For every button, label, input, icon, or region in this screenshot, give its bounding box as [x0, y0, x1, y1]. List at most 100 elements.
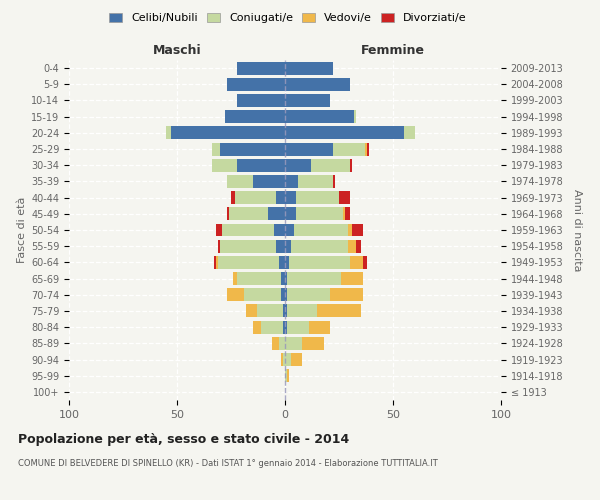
Bar: [339, 191, 350, 204]
Bar: [367, 142, 369, 156]
Bar: [352, 224, 363, 236]
Bar: [253, 175, 285, 188]
Bar: [246, 304, 257, 318]
Y-axis label: Fasce di età: Fasce di età: [17, 197, 27, 263]
Bar: [220, 240, 277, 252]
Bar: [343, 208, 346, 220]
Bar: [277, 191, 285, 204]
Bar: [216, 224, 223, 236]
Bar: [363, 256, 367, 269]
Bar: [274, 224, 285, 236]
Bar: [231, 191, 235, 204]
Bar: [285, 353, 292, 366]
Bar: [347, 224, 352, 236]
Bar: [285, 126, 404, 140]
Bar: [285, 256, 289, 269]
Bar: [309, 320, 331, 334]
Text: Popolazione per età, sesso e stato civile - 2014: Popolazione per età, sesso e stato civil…: [18, 432, 349, 446]
Bar: [332, 142, 365, 156]
Bar: [285, 224, 293, 236]
Bar: [347, 240, 356, 252]
Bar: [238, 159, 285, 172]
Bar: [350, 159, 352, 172]
Bar: [261, 320, 283, 334]
Bar: [212, 142, 220, 156]
Bar: [302, 337, 324, 350]
Bar: [285, 62, 332, 74]
Bar: [311, 159, 350, 172]
Text: COMUNE DI BELVEDERE DI SPINELLO (KR) - Dati ISTAT 1° gennaio 2014 - Elaborazione: COMUNE DI BELVEDERE DI SPINELLO (KR) - D…: [18, 459, 438, 468]
Bar: [272, 337, 278, 350]
Bar: [277, 240, 285, 252]
Bar: [253, 320, 261, 334]
Bar: [317, 304, 361, 318]
Bar: [287, 304, 317, 318]
Bar: [235, 191, 277, 204]
Bar: [287, 272, 341, 285]
Bar: [287, 369, 289, 382]
Bar: [285, 208, 296, 220]
Bar: [287, 288, 331, 301]
Bar: [331, 288, 363, 301]
Bar: [227, 288, 244, 301]
Bar: [238, 62, 285, 74]
Bar: [166, 126, 170, 140]
Bar: [214, 256, 216, 269]
Bar: [332, 175, 335, 188]
Legend: Celibi/Nubili, Coniugati/e, Vedovi/e, Divorziati/e: Celibi/Nubili, Coniugati/e, Vedovi/e, Di…: [105, 8, 471, 28]
Bar: [296, 208, 343, 220]
Bar: [350, 256, 363, 269]
Bar: [227, 175, 253, 188]
Bar: [289, 256, 350, 269]
Bar: [356, 240, 361, 252]
Bar: [224, 110, 285, 123]
Bar: [216, 256, 218, 269]
Bar: [278, 337, 285, 350]
Bar: [238, 272, 281, 285]
Bar: [293, 224, 347, 236]
Bar: [285, 175, 298, 188]
Bar: [229, 208, 268, 220]
Text: Femmine: Femmine: [361, 44, 425, 57]
Bar: [285, 337, 302, 350]
Bar: [346, 208, 350, 220]
Bar: [257, 304, 283, 318]
Bar: [285, 288, 287, 301]
Bar: [212, 159, 238, 172]
Bar: [292, 353, 302, 366]
Bar: [170, 126, 285, 140]
Bar: [298, 175, 332, 188]
Bar: [404, 126, 415, 140]
Bar: [218, 256, 278, 269]
Bar: [218, 240, 220, 252]
Bar: [227, 208, 229, 220]
Bar: [285, 191, 296, 204]
Bar: [292, 240, 347, 252]
Y-axis label: Anni di nascita: Anni di nascita: [572, 188, 582, 271]
Bar: [268, 208, 285, 220]
Bar: [285, 94, 331, 107]
Bar: [285, 110, 354, 123]
Bar: [285, 304, 287, 318]
Bar: [281, 353, 283, 366]
Bar: [285, 272, 287, 285]
Bar: [220, 142, 285, 156]
Bar: [365, 142, 367, 156]
Bar: [281, 288, 285, 301]
Bar: [354, 110, 356, 123]
Bar: [285, 369, 287, 382]
Bar: [296, 191, 339, 204]
Bar: [287, 320, 309, 334]
Bar: [283, 304, 285, 318]
Bar: [278, 256, 285, 269]
Bar: [283, 353, 285, 366]
Bar: [223, 224, 274, 236]
Bar: [341, 272, 363, 285]
Bar: [285, 240, 292, 252]
Bar: [285, 142, 332, 156]
Bar: [238, 94, 285, 107]
Bar: [244, 288, 281, 301]
Bar: [227, 78, 285, 91]
Bar: [285, 320, 287, 334]
Bar: [285, 159, 311, 172]
